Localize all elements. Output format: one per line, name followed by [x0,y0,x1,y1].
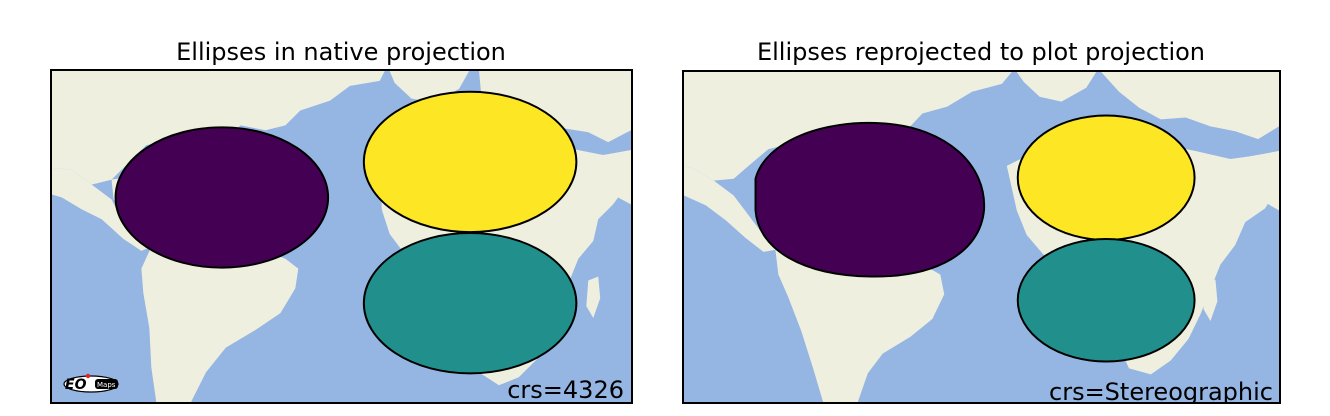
left-land-madagascar [586,276,601,319]
right-land-south-america [775,237,945,402]
left-map-title: Ellipses in native projection [176,38,506,66]
right-ellipse-teal [1016,237,1196,363]
left-land-europe [479,71,631,143]
right-crs-label: crs=Stereographic [1049,378,1273,404]
left-land-greenland [389,71,470,103]
right-ellipse-yellow [1016,114,1196,241]
eomaps-logo-icon: EO Maps [63,373,119,393]
right-ellipse-purple [754,121,985,278]
right-map-title: Ellipses reprojected to plot projection [756,38,1206,66]
left-crs-label: crs=4326 [507,376,624,404]
right-map-panel[interactable]: crs=Stereographic [682,70,1281,404]
right-land-arabia [1235,151,1279,211]
right-land-europe [1101,72,1279,140]
left-land-arabia [603,150,631,205]
left-map-canvas [52,71,631,402]
eomaps-logo: EO Maps [62,372,120,394]
svg-text:Maps: Maps [97,381,116,389]
svg-text:EO: EO [65,377,87,393]
right-land-central-america [684,165,776,252]
right-land-madagascar [1203,279,1218,321]
left-ellipse-purple [114,126,330,269]
left-map-panel[interactable]: EO Maps crs=4326 [50,69,633,404]
left-ellipse-teal [362,232,578,375]
right-land-greenland [1016,72,1097,102]
left-ellipse-yellow [362,90,578,234]
right-map-canvas [684,72,1279,402]
left-land-south-america [141,236,299,402]
